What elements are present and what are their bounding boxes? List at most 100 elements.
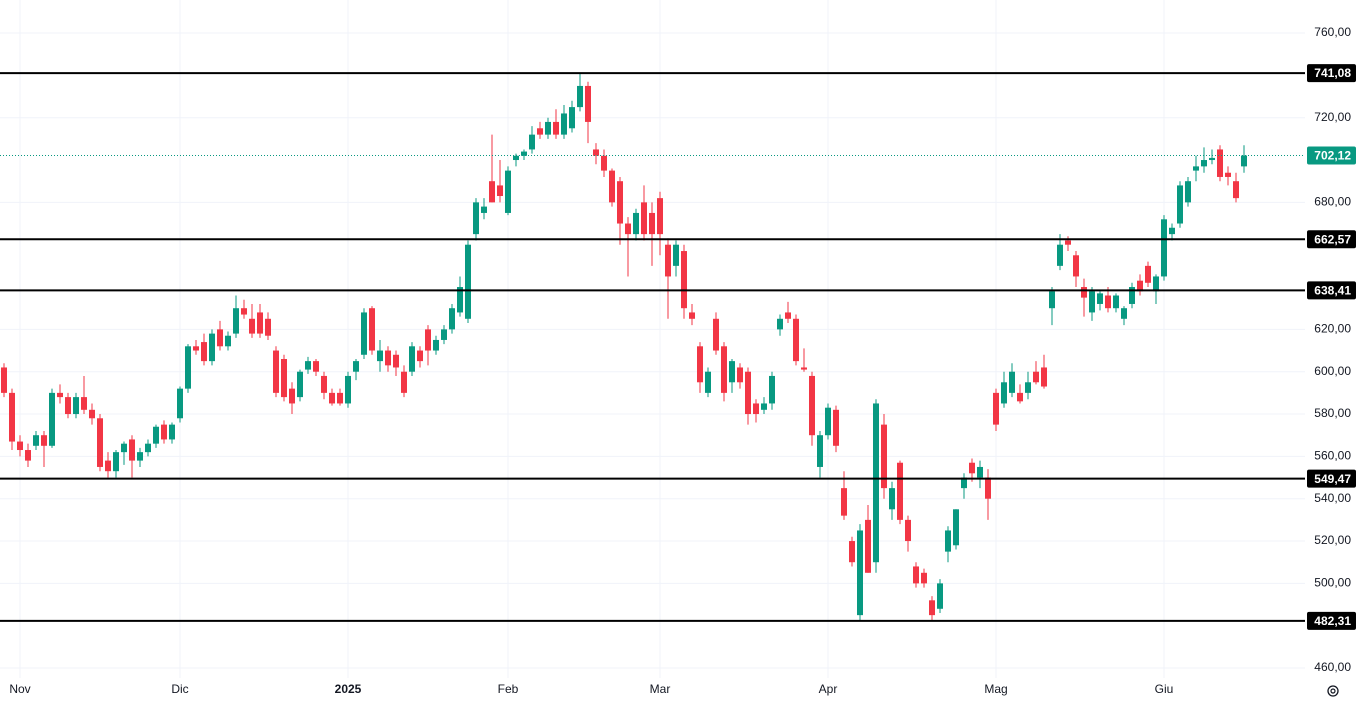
candle-body — [345, 375, 351, 404]
candle-body — [1065, 240, 1071, 245]
y-tick-label: 760,00 — [1314, 25, 1351, 39]
candle-body — [497, 185, 503, 197]
level-label: 638,41 — [1314, 284, 1351, 298]
candle-body — [1001, 382, 1007, 404]
candle-body — [1137, 280, 1143, 292]
candle-body — [233, 308, 239, 334]
candle-body — [425, 329, 431, 351]
candle-body — [65, 397, 71, 415]
candle-body — [1113, 295, 1119, 309]
candle-body — [281, 359, 287, 398]
y-tick-label: 460,00 — [1314, 660, 1351, 674]
candle-body — [225, 335, 231, 347]
candle-body — [457, 287, 463, 313]
y-tick-label: 560,00 — [1314, 449, 1351, 463]
candle-body — [649, 212, 655, 235]
candle-body — [337, 392, 343, 404]
gear-hub[interactable] — [1330, 688, 1336, 694]
level-label: 549,47 — [1314, 472, 1351, 486]
level-box — [1307, 611, 1356, 630]
y-tick-label: 500,00 — [1314, 576, 1351, 590]
candle-body — [1201, 160, 1207, 167]
settings-icon[interactable] — [1327, 685, 1339, 697]
level-box — [1307, 230, 1356, 249]
candle-body — [169, 424, 175, 440]
candle-body — [1033, 371, 1039, 383]
candle-body — [641, 202, 647, 235]
candle-body — [145, 443, 151, 453]
candle-body — [1161, 219, 1167, 277]
candle-body — [1177, 185, 1183, 224]
candle-body — [473, 202, 479, 235]
candle-body — [753, 403, 759, 415]
y-tick-label: 720,00 — [1314, 110, 1351, 124]
candle-body — [361, 312, 367, 355]
candle-body — [769, 375, 775, 404]
candle-body — [601, 155, 607, 171]
candle-body — [977, 466, 983, 478]
candle-body — [417, 350, 423, 362]
x-tick-label: Nov — [9, 682, 30, 696]
level-label: 662,57 — [1314, 232, 1351, 246]
marks — [0, 72, 1305, 622]
candle-body — [737, 367, 743, 383]
candle-body — [873, 403, 879, 563]
candle-body — [1081, 287, 1087, 298]
candle-body — [313, 361, 319, 372]
candle-body — [1185, 181, 1191, 203]
candle-body — [393, 354, 399, 368]
candle-body — [1193, 166, 1199, 171]
candle-body — [825, 407, 831, 436]
last-price-box — [1307, 146, 1356, 165]
candle-body — [241, 308, 247, 315]
candle-body — [793, 318, 799, 362]
candle-body — [377, 350, 383, 362]
y-tick-label: 620,00 — [1314, 322, 1351, 336]
candle-body — [633, 212, 639, 235]
candle-body — [441, 329, 447, 340]
candle-body — [1233, 181, 1239, 199]
candle-body — [1041, 367, 1047, 387]
candle-body — [113, 452, 119, 472]
candle-body — [177, 388, 183, 419]
candle-body — [1225, 172, 1231, 177]
candle-body — [1241, 155, 1247, 167]
candle-body — [681, 251, 687, 309]
candle-body — [25, 450, 31, 461]
gear-ring[interactable] — [1327, 685, 1339, 697]
candle-body — [985, 477, 991, 499]
x-tick-label: Mar — [650, 682, 671, 696]
candle-body — [289, 388, 295, 404]
candle-body — [1049, 291, 1055, 309]
candle-body — [1145, 265, 1151, 283]
candle-body — [1097, 293, 1103, 304]
y-tick-label: 520,00 — [1314, 533, 1351, 547]
candle-body — [777, 318, 783, 330]
candle-body — [97, 418, 103, 467]
candle-body — [1153, 276, 1159, 292]
level-box — [1307, 469, 1356, 488]
x-tick-label: Dic — [171, 682, 188, 696]
overlay: 460,00 500,00 520,00 540,00 560,00 580,00 600,… — [9, 25, 1356, 696]
level-label: 482,31 — [1314, 614, 1351, 628]
candle-body — [553, 121, 559, 135]
candle-body — [489, 181, 495, 203]
candle-body — [385, 350, 391, 366]
candle-body — [257, 312, 263, 334]
candle-body — [705, 371, 711, 393]
candle-body — [121, 443, 127, 453]
candle-body — [881, 424, 887, 489]
candle-body — [185, 346, 191, 389]
candle-body — [993, 392, 999, 425]
candle-body — [913, 566, 919, 584]
candle-body — [1105, 295, 1111, 309]
candle-body — [265, 318, 271, 336]
candle-body — [657, 198, 663, 235]
candle-body — [57, 392, 63, 398]
x-tick-label: Apr — [819, 682, 838, 696]
y-tick-label: 680,00 — [1314, 195, 1351, 209]
candle-body — [785, 312, 791, 319]
candle-body — [433, 339, 439, 351]
candle-body — [537, 128, 543, 135]
candle-body — [897, 462, 903, 520]
